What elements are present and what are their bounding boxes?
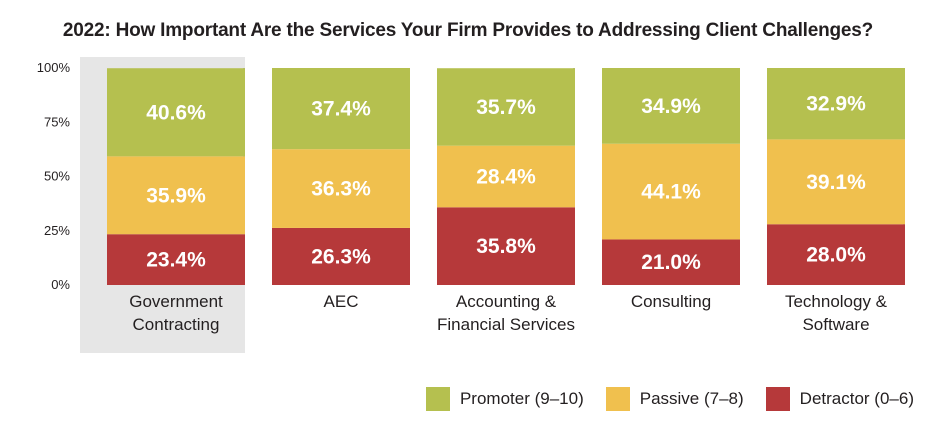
legend-label: Promoter (9–10)	[459, 389, 584, 408]
legend: Promoter (9–10) Passive (7–8) Detractor (0…	[425, 387, 914, 411]
bar-segment	[437, 207, 575, 285]
y-tick-label: 100%	[37, 60, 71, 75]
data-label: 21.0%	[641, 251, 701, 274]
data-label: 39.1%	[806, 171, 866, 194]
data-label: 28.0%	[806, 244, 866, 267]
legend-item: Passive (7–8)	[605, 387, 744, 411]
data-label: 37.4%	[311, 98, 371, 121]
bar-segment	[767, 68, 905, 140]
bar-segment	[602, 239, 740, 285]
bar-segment	[272, 227, 410, 285]
data-label: 35.8%	[476, 235, 536, 258]
bar-segment	[602, 68, 740, 144]
bar-segment	[437, 68, 575, 146]
bar-segment	[107, 234, 245, 285]
category-label: Contracting	[133, 315, 220, 334]
bar-segment	[767, 139, 905, 225]
data-label: 35.9%	[146, 184, 206, 207]
legend-item: Promoter (9–10)	[425, 387, 584, 411]
bar-segment	[107, 156, 245, 235]
category-label: AEC	[324, 292, 359, 311]
y-tick-label: 75%	[44, 114, 70, 129]
bar-segment	[107, 68, 245, 157]
data-label: 34.9%	[641, 95, 701, 118]
data-label: 44.1%	[641, 181, 701, 204]
stacked-bar-chart: 0% 25% 50% 75% 100% 23.4% 35.9% 40.6% Government…	[37, 57, 905, 353]
category-label: Accounting &	[456, 292, 557, 311]
legend-swatch	[425, 387, 450, 411]
bar-segment	[602, 143, 740, 240]
y-tick-label: 0%	[51, 277, 70, 292]
chart-title: 2022: How Important Are the Services You…	[62, 20, 874, 41]
legend-swatch	[605, 387, 630, 411]
bar-segment	[272, 68, 410, 150]
category-label: Technology &	[785, 292, 888, 311]
legend-item: Detractor (0–6)	[765, 387, 914, 411]
bar-segment	[437, 145, 575, 208]
y-tick-label: 25%	[44, 223, 70, 238]
category-label: Software	[802, 315, 869, 334]
data-label: 36.3%	[311, 178, 371, 201]
category-label: Financial Services	[437, 315, 575, 334]
legend-swatch	[765, 387, 790, 411]
bar-segment	[272, 149, 410, 228]
legend-label: Passive (7–8)	[639, 389, 744, 408]
legend-label: Detractor (0–6)	[799, 389, 914, 408]
data-label: 23.4%	[146, 249, 206, 272]
y-tick-label: 50%	[44, 169, 70, 184]
data-label: 35.7%	[476, 96, 536, 119]
data-label: 28.4%	[476, 166, 536, 189]
bar-segment	[767, 224, 905, 285]
data-label: 32.9%	[806, 93, 866, 116]
category-label: Consulting	[631, 292, 711, 311]
data-label: 26.3%	[311, 245, 371, 268]
data-label: 40.6%	[146, 101, 206, 124]
category-label: Government	[129, 292, 223, 311]
